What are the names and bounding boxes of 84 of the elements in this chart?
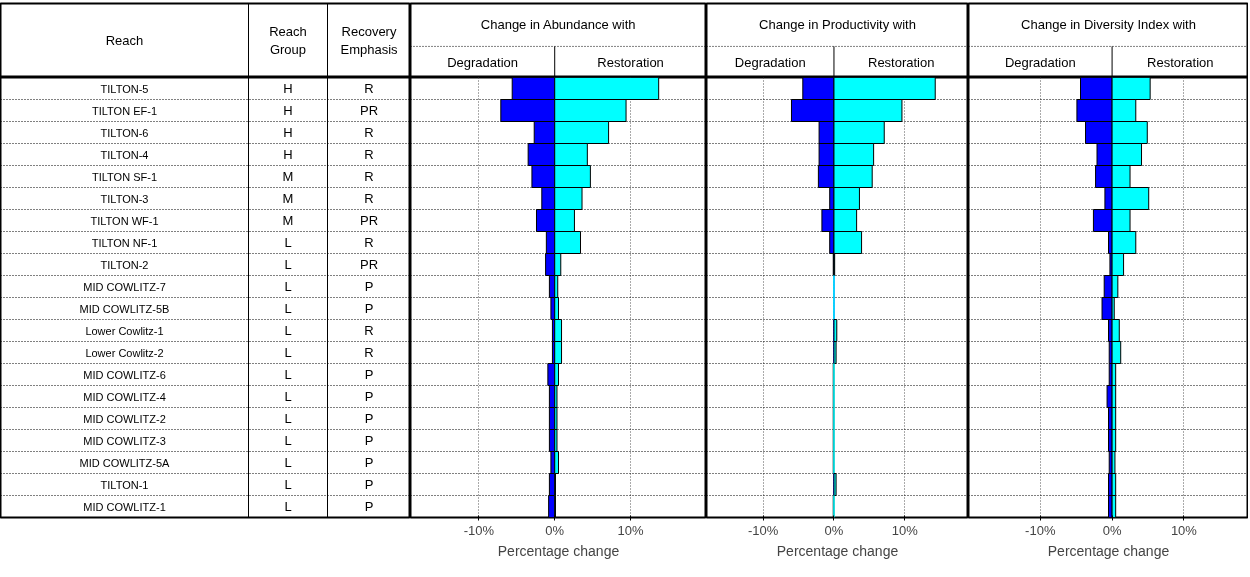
- x-tick-label: -10%: [1025, 522, 1056, 538]
- text: P: [364, 433, 374, 448]
- legend-label: Degradation: [734, 55, 806, 71]
- text: PR: [359, 103, 379, 118]
- text: M: [282, 169, 294, 184]
- x-tick-label: -10%: [463, 522, 495, 538]
- category-label: MID COWLITZ-5A: [79, 456, 170, 469]
- category-label: TILTON-3: [100, 192, 149, 205]
- text: R: [364, 191, 374, 206]
- text: R: [364, 81, 374, 96]
- chart-title: Change in Productivity with: [759, 16, 916, 32]
- category-label: Lower Cowlitz-2: [85, 346, 164, 359]
- text: L: [284, 389, 292, 404]
- category-label: MID COWLITZ-3: [83, 434, 166, 447]
- category-label: TILTON NF-1: [91, 236, 158, 249]
- text: L: [284, 455, 292, 470]
- text: P: [364, 411, 374, 426]
- category-label: TILTON-1: [100, 478, 149, 491]
- x-tick-label: 10%: [891, 522, 919, 538]
- category-label: Reach Group: [269, 24, 307, 57]
- text: H: [283, 125, 293, 140]
- text: L: [284, 411, 292, 426]
- category-label: TILTON SF-1: [92, 170, 157, 183]
- text: H: [283, 147, 293, 162]
- text: P: [364, 279, 374, 294]
- text: P: [364, 455, 374, 470]
- category-label: MID COWLITZ-5B: [79, 302, 170, 315]
- text: H: [283, 103, 293, 118]
- text: H: [283, 81, 293, 96]
- text: PR: [359, 213, 379, 228]
- chart-title: Change in Diversity Index with: [1021, 16, 1196, 32]
- x-tick-label: 10%: [617, 522, 645, 538]
- category-label: MID COWLITZ-1: [83, 500, 166, 513]
- text: L: [284, 235, 292, 250]
- series-label: Restoration: [597, 55, 664, 71]
- category-label: TILTON-2: [100, 258, 149, 271]
- category-label: Lower Cowlitz-1: [85, 324, 164, 337]
- text: L: [284, 433, 292, 448]
- text: L: [284, 477, 292, 492]
- text: L: [284, 499, 292, 514]
- category-label: TILTON-6: [100, 126, 149, 139]
- x-tick-label: 0%: [824, 522, 844, 538]
- text: R: [364, 323, 374, 338]
- text: L: [284, 323, 292, 338]
- text: P: [364, 499, 374, 514]
- x-tick-label: -10%: [747, 522, 779, 538]
- text: R: [364, 345, 374, 360]
- text: L: [284, 367, 292, 382]
- category-label: MID COWLITZ-7: [83, 280, 166, 293]
- text: R: [364, 147, 374, 162]
- text: P: [364, 477, 374, 492]
- text: P: [364, 367, 374, 382]
- text: L: [284, 257, 292, 272]
- category-label: Recovery Emphasis: [340, 24, 399, 57]
- series-label: Restoration: [867, 55, 935, 71]
- text: R: [364, 235, 374, 250]
- category-label: TILTON-4: [100, 148, 149, 161]
- x-axis-title: Percentage change: [1047, 542, 1170, 559]
- category-label: MID COWLITZ-2: [83, 412, 166, 425]
- category-label: TILTON WF-1: [90, 214, 159, 227]
- series-label: Degradation: [447, 55, 519, 71]
- text: L: [284, 345, 292, 360]
- text: M: [282, 213, 294, 228]
- text: R: [364, 125, 374, 140]
- category-label: Reach: [105, 33, 144, 48]
- text: M: [282, 191, 294, 206]
- text: P: [364, 389, 374, 404]
- text: L: [284, 301, 292, 316]
- x-axis-title: Percentage change: [776, 542, 899, 559]
- category-label: MID COWLITZ-6: [83, 368, 166, 381]
- text: PR: [359, 257, 379, 272]
- text: P: [364, 301, 374, 316]
- x-axis-title: Percentage change: [497, 542, 620, 559]
- chart-title: Change in Abundance with: [480, 16, 636, 32]
- category-label: MID COWLITZ-4: [83, 390, 166, 403]
- text: R: [364, 169, 374, 184]
- category-label: TILTON EF-1: [92, 104, 157, 117]
- text: L: [284, 279, 292, 294]
- x-tick-label: 0%: [1102, 522, 1122, 538]
- x-tick-label: 0%: [545, 522, 565, 538]
- series-label: Degradation: [1004, 55, 1076, 71]
- x-tick-label: 10%: [1170, 522, 1198, 538]
- series-label: Restoration: [1147, 55, 1214, 71]
- category-label: TILTON-5: [100, 82, 149, 95]
